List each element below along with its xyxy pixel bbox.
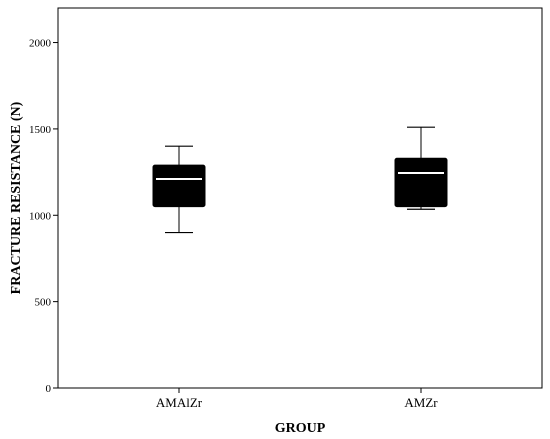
box-amzr — [394, 126, 448, 210]
y-tick-label: 1500 — [29, 124, 52, 136]
x-tick-label: AMZr — [404, 395, 438, 410]
x-axis: AMAlZr AMZr — [156, 388, 438, 410]
y-axis-title: FRACTURE RESISTANCE (N) — [9, 101, 24, 294]
y-tick-label: 1000 — [29, 210, 52, 222]
y-tick-label: 2000 — [29, 38, 52, 50]
iqr-box — [394, 157, 448, 208]
y-tick-label: 0 — [46, 383, 52, 395]
iqr-box — [152, 164, 206, 208]
x-axis-title: GROUP — [275, 421, 326, 436]
plot-frame — [57, 7, 543, 389]
y-tick-label: 500 — [35, 297, 52, 309]
y-axis: 0 500 1000 1500 2000 — [29, 38, 58, 395]
x-tick-label: AMAlZr — [156, 395, 203, 410]
box-amalzr — [152, 145, 206, 234]
boxes — [152, 126, 448, 234]
